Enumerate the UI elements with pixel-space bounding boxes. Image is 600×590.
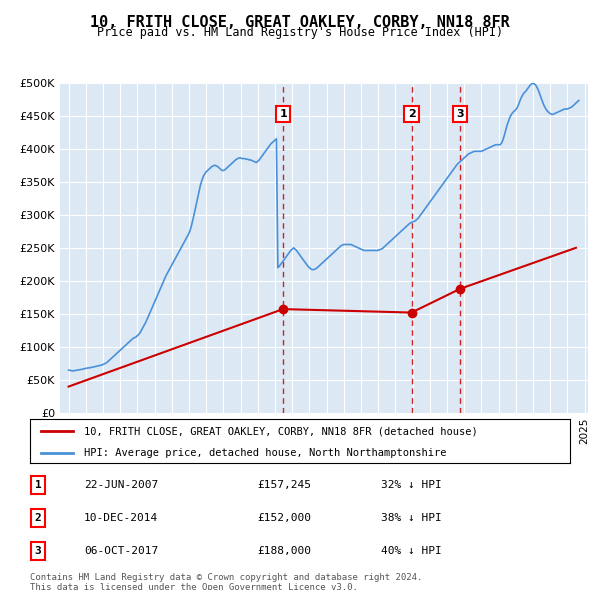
Text: Price paid vs. HM Land Registry's House Price Index (HPI): Price paid vs. HM Land Registry's House … [97,26,503,39]
Text: £188,000: £188,000 [257,546,311,556]
Text: 3: 3 [457,109,464,119]
Text: 10, FRITH CLOSE, GREAT OAKLEY, CORBY, NN18 8FR (detached house): 10, FRITH CLOSE, GREAT OAKLEY, CORBY, NN… [84,427,478,436]
Text: 2: 2 [407,109,415,119]
Text: 10-DEC-2014: 10-DEC-2014 [84,513,158,523]
Text: HPI: Average price, detached house, North Northamptonshire: HPI: Average price, detached house, Nort… [84,448,446,457]
Text: 22-JUN-2007: 22-JUN-2007 [84,480,158,490]
Text: 3: 3 [35,546,41,556]
Text: Contains HM Land Registry data © Crown copyright and database right 2024.: Contains HM Land Registry data © Crown c… [30,573,422,582]
Text: 06-OCT-2017: 06-OCT-2017 [84,546,158,556]
Text: 40% ↓ HPI: 40% ↓ HPI [381,546,442,556]
Text: 10, FRITH CLOSE, GREAT OAKLEY, CORBY, NN18 8FR: 10, FRITH CLOSE, GREAT OAKLEY, CORBY, NN… [90,15,510,30]
Text: 1: 1 [35,480,41,490]
Text: 32% ↓ HPI: 32% ↓ HPI [381,480,442,490]
Text: £157,245: £157,245 [257,480,311,490]
Text: This data is licensed under the Open Government Licence v3.0.: This data is licensed under the Open Gov… [30,583,358,590]
Text: £152,000: £152,000 [257,513,311,523]
Text: 1: 1 [279,109,287,119]
Text: 2: 2 [35,513,41,523]
Text: 38% ↓ HPI: 38% ↓ HPI [381,513,442,523]
